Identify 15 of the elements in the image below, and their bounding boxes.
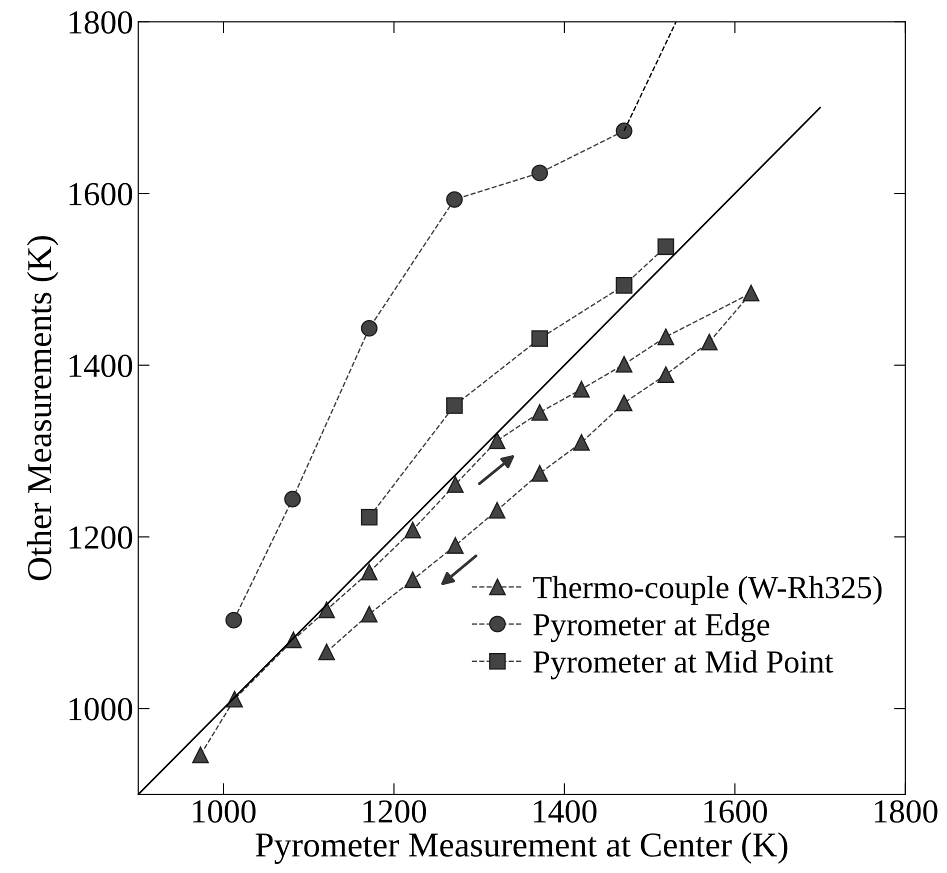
x-tick-label: 1400 [534,800,596,823]
x-axis-title: Pyrometer Measurement at Center (K) [256,832,788,864]
y-tick-label: 1200 [70,526,132,549]
x-tick-label: 1000 [193,800,256,823]
x-tick-label: 1800 [874,800,938,823]
legend-label: Pyrometer at Edge [533,613,770,642]
y-tick-label: 1800 [70,11,132,34]
y-tick-label: 1400 [70,354,132,378]
legend-label: Pyrometer at Mid Point [533,650,834,680]
x-tick-label: 1200 [364,800,426,823]
y-tick-label: 1600 [70,182,132,206]
legend-label: Thermo-couple (W-Rh325) [533,576,882,605]
x-tick-label: 1600 [704,800,767,823]
y-tick-label: 1000 [70,698,132,720]
y-axis-title: Other Measurements (K) [26,236,58,580]
